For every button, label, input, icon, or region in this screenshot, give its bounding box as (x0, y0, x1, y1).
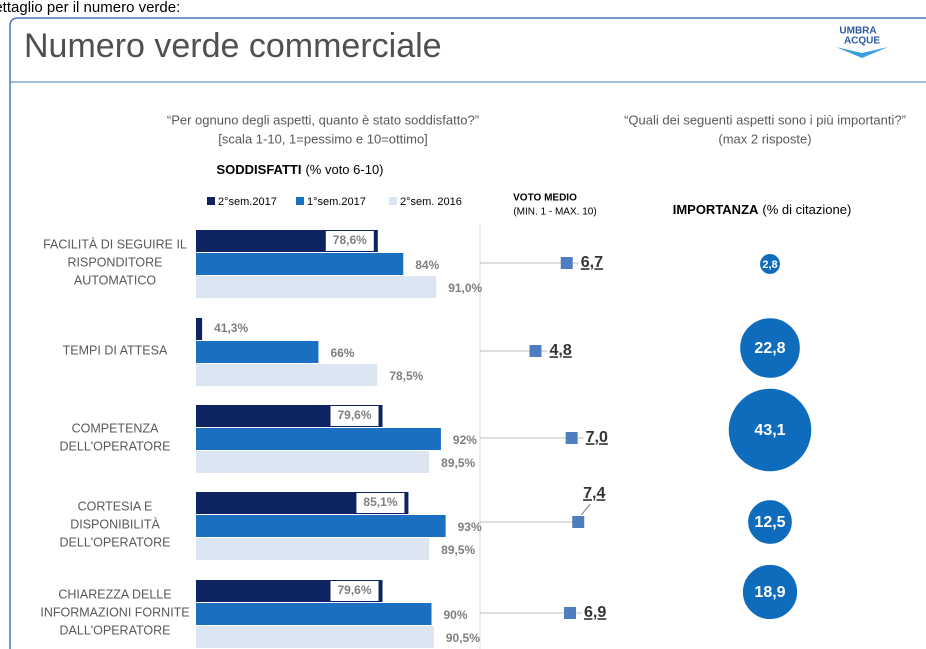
bar (196, 253, 404, 275)
title-bold: IMPORTANZA (673, 202, 759, 217)
category-label: CORTESIA E (78, 499, 153, 513)
value-label: 84% (415, 258, 439, 272)
value-label: 78,6% (333, 233, 367, 247)
category-label: DISPONIBILITÀ (70, 516, 160, 531)
legend-label: 1°sem.2017 (307, 196, 366, 208)
bubble (741, 563, 799, 621)
category-label: AUTOMATICO (74, 273, 156, 287)
value-label: 4,8 (549, 342, 571, 359)
value-label: 89,5% (441, 456, 475, 470)
bar (196, 626, 434, 648)
logo-line: ACQUE (844, 36, 880, 47)
bubble (746, 498, 794, 546)
value-label: 6,7 (581, 254, 603, 271)
value-label: 92% (453, 433, 477, 447)
value-label: 79,6% (338, 408, 372, 422)
bar (196, 318, 203, 340)
frame (9, 17, 926, 649)
question: [scala 1-10, 1=pessimo e 10=ottimo] (218, 131, 428, 146)
chart-title: IMPORTANZA (% di citazione) (673, 202, 852, 217)
value-label: 41,3% (214, 321, 248, 335)
label-box (325, 231, 374, 251)
marker (560, 257, 573, 269)
question: “Quali dei seguenti aspetti sono i più i… (624, 112, 906, 127)
value-label: 91,0% (448, 281, 482, 295)
chart-title: VOTO MEDIO (513, 193, 577, 204)
value-label: 7,4 (583, 485, 605, 502)
chart-title: SODDISFATTI (% voto 6-10) (216, 162, 383, 177)
legend-swatch (296, 197, 304, 205)
value-label: 78,5% (389, 369, 423, 383)
bubble (738, 316, 802, 380)
bar (196, 515, 446, 537)
legend-label: 2°sem. 2016 (400, 196, 462, 208)
value-label: 18,9 (754, 584, 785, 601)
category-label: DELL'OPERATORE (60, 439, 171, 453)
chart-subtitle: (MIN. 1 - MAX. 10) (513, 207, 596, 218)
question: “Per ognuno degli aspetti, quanto è stat… (167, 112, 479, 127)
value-label: 79,6% (338, 583, 372, 597)
marker (564, 607, 577, 619)
category-label: FACILITÀ DI SEGUIRE IL (43, 236, 187, 251)
logo-mark (836, 47, 888, 58)
value-label: 2,8 (762, 259, 777, 271)
value-label: 89,5% (441, 543, 475, 557)
legend-label: 2°sem.2017 (218, 196, 277, 208)
value-label: 6,9 (584, 604, 606, 621)
bar (196, 276, 437, 298)
category-label: CHIAREZZA DELLE (58, 587, 171, 601)
value-label: 93% (458, 520, 482, 534)
category-label: INFORMAZIONI FORNITE (40, 605, 189, 619)
category-label: DELL'OPERATORE (60, 535, 171, 549)
caption: dettaglio per il numero verde: (0, 0, 180, 16)
label-box (330, 581, 379, 601)
bar (196, 538, 430, 560)
category-label: DALL'OPERATORE (60, 623, 171, 637)
value-label: 12,5 (754, 514, 785, 531)
bar (196, 364, 378, 386)
label-box (330, 406, 379, 426)
value-label: 7,0 (586, 429, 608, 446)
title-sub: (% voto 6-10) (305, 162, 383, 177)
marker (565, 432, 578, 444)
value-label: 22,8 (754, 340, 785, 357)
title-sub: (% di citazione) (762, 202, 851, 217)
bar (196, 451, 430, 473)
marker (529, 345, 542, 357)
value-label: 43,1 (754, 422, 785, 439)
label-leader (580, 503, 591, 516)
bubble (758, 252, 782, 276)
bubble (727, 387, 813, 473)
bar (196, 341, 319, 363)
marker (572, 516, 585, 528)
logo-line: UMBRA (839, 26, 876, 37)
bar (196, 428, 441, 450)
category-label: COMPETENZA (72, 421, 159, 435)
value-label: 66% (330, 346, 354, 360)
category-label: RISPONDITORE (68, 255, 163, 269)
bar (196, 603, 432, 625)
legend-swatch (207, 197, 215, 205)
label-box (356, 493, 405, 513)
value-label: 90,5% (446, 631, 480, 645)
legend-swatch (389, 197, 397, 205)
value-label: 85,1% (363, 495, 397, 509)
bar (196, 492, 409, 514)
slide-title: Numero verde commerciale (24, 27, 442, 65)
title-bold: SODDISFATTI (216, 162, 301, 177)
category-label: TEMPI DI ATTESA (63, 343, 168, 357)
question: (max 2 risposte) (718, 131, 811, 146)
value-label: 90% (444, 608, 468, 622)
